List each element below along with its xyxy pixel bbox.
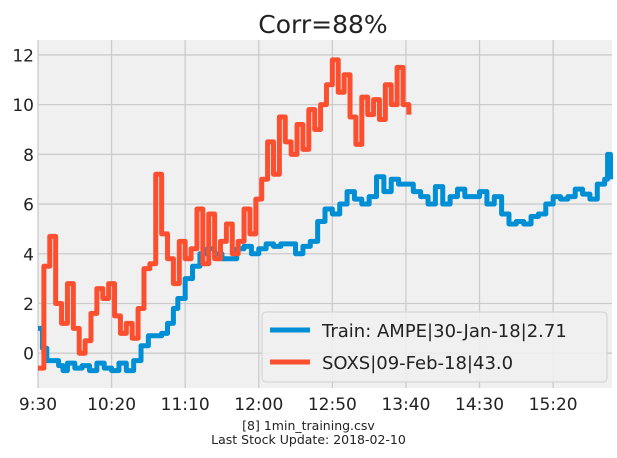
y-tick-label: 10 — [12, 96, 34, 116]
legend-label-1: Train: AMPE|30-Jan-18|2.71 — [321, 321, 567, 342]
y-tick-label: 6 — [23, 196, 34, 216]
y-tick-label: 12 — [12, 46, 34, 66]
x-tick-label: 11:10 — [161, 395, 210, 415]
y-tick-label: 0 — [23, 345, 34, 365]
series-line-2 — [38, 57, 412, 371]
series-line-1 — [38, 151, 614, 374]
x-tick-label: 10:20 — [87, 395, 136, 415]
legend-label-2: SOXS|09-Feb-18|43.0 — [322, 353, 513, 374]
x-tick-label: 14:30 — [455, 395, 504, 415]
grid — [37, 40, 612, 388]
y-axis-ticks: 0 2 4 6 8 10 12 — [12, 46, 34, 364]
caption-last-update: Last Stock Update: 2018-02-10 — [211, 432, 406, 447]
x-axis-ticks: 9:30 10:20 11:10 12:00 12:50 13:40 14:30 15:20 — [19, 395, 578, 415]
legend: Train: AMPE|30-Jan-18|2.71 SOXS|09-Feb-18… — [261, 311, 608, 383]
x-tick-label: 15:20 — [529, 395, 578, 415]
y-tick-label: 4 — [23, 245, 34, 265]
x-tick-label: 13:40 — [381, 395, 430, 415]
chart-title: Corr=88% — [258, 10, 387, 39]
series-lines — [38, 57, 614, 374]
legend-box — [261, 311, 608, 383]
y-tick-label: 8 — [23, 146, 34, 166]
x-tick-label: 12:00 — [234, 395, 283, 415]
x-tick-label: 12:50 — [308, 395, 357, 415]
y-tick-label: 2 — [23, 295, 34, 315]
caption-filename: [8] 1min_training.csv — [242, 418, 375, 433]
x-tick-label: 9:30 — [19, 395, 57, 415]
line-chart: 0 2 4 6 8 10 12 9:30 10:20 11:10 12:00 12:50 13:40 1… — [12, 10, 614, 415]
